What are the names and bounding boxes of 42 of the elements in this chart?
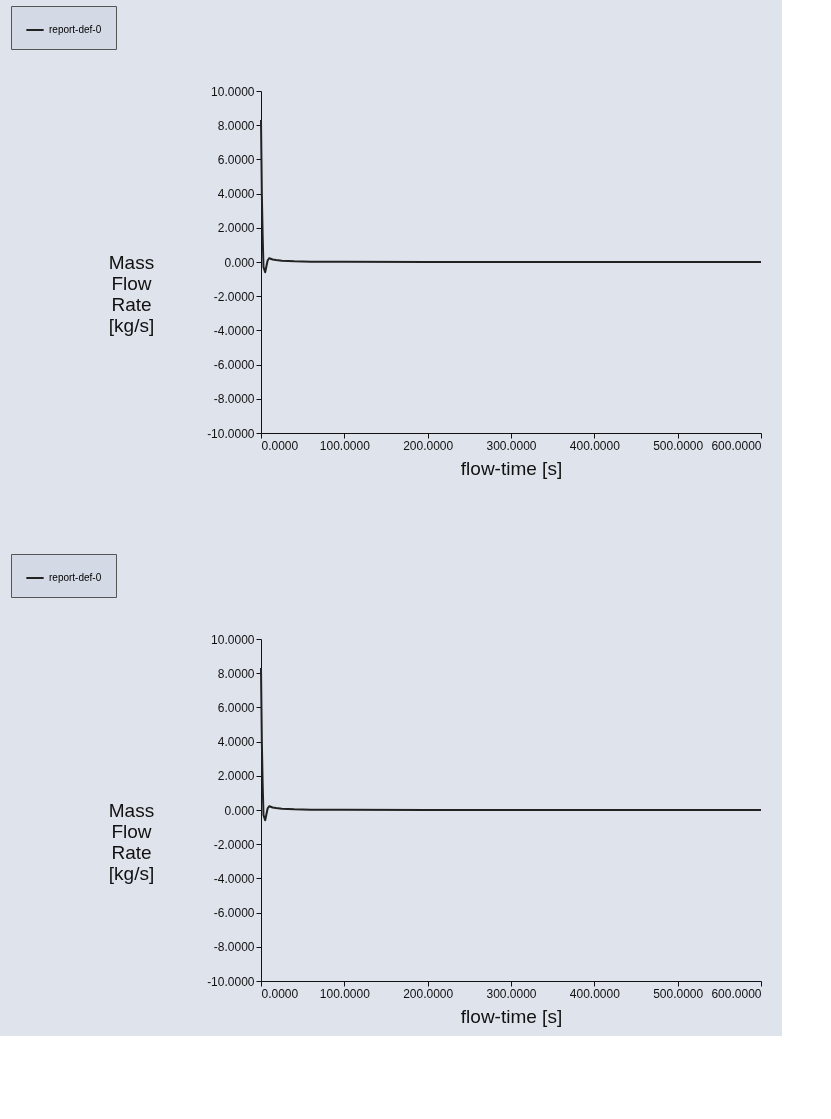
x-axis-title: flow-time [s] <box>460 1005 563 1027</box>
x-tick-label: 400.0000 <box>569 986 621 1001</box>
y-tick-label: -4.0000 <box>213 871 255 886</box>
y-tick-label: 6.0000 <box>217 152 255 167</box>
y-axis-title: Mass Flow Rate [kg/s] <box>108 251 155 336</box>
y-tick-label: 0.000 <box>224 803 255 818</box>
x-tick-label: 500.0000 <box>653 438 704 453</box>
x-tick-label: 100.0000 <box>319 986 371 1001</box>
x-tick-label: 400.0000 <box>569 438 621 453</box>
y-tick-label: 2.0000 <box>217 769 255 784</box>
x-tick-label: 0.0000 <box>261 986 299 1001</box>
y-tick-label: -10.0000 <box>207 426 255 441</box>
legend-label: report-def-0 <box>49 572 102 583</box>
y-tick-label: 10.0000 <box>211 84 255 99</box>
x-tick-label: 0.0000 <box>261 438 299 453</box>
x-tick-label: 100.0000 <box>319 438 371 453</box>
y-axis-title: Mass Flow Rate [kg/s] <box>108 799 155 884</box>
y-tick-label: 6.0000 <box>217 700 255 715</box>
y-tick-label: 0.000 <box>224 255 255 270</box>
y-tick-label: 8.0000 <box>217 118 255 133</box>
y-tick-label: -6.0000 <box>213 358 255 373</box>
x-tick-label: 600.0000 <box>711 986 762 1001</box>
y-tick-label: -8.0000 <box>213 392 255 407</box>
x-tick-label: 300.0000 <box>486 986 537 1001</box>
x-tick-label: 600.0000 <box>711 438 762 453</box>
y-tick-label: 10.0000 <box>211 632 255 647</box>
x-tick-label: 200.0000 <box>403 986 454 1001</box>
y-tick-label: -6.0000 <box>213 906 255 921</box>
x-tick-label: 500.0000 <box>653 986 704 1001</box>
x-axis-title: flow-time [s] <box>460 457 563 479</box>
x-tick-label: 300.0000 <box>486 438 537 453</box>
y-tick-label: 8.0000 <box>217 666 255 681</box>
y-tick-label: -2.0000 <box>213 289 255 304</box>
x-tick-label: 200.0000 <box>403 438 454 453</box>
y-tick-label: 4.0000 <box>217 187 255 202</box>
legend-label: report-def-0 <box>49 24 102 35</box>
y-tick-label: -2.0000 <box>213 837 255 852</box>
y-tick-label: -10.0000 <box>207 974 255 989</box>
y-tick-label: -8.0000 <box>213 940 255 955</box>
y-tick-label: -4.0000 <box>213 323 255 338</box>
y-tick-label: 2.0000 <box>217 221 255 236</box>
y-tick-label: 4.0000 <box>217 735 255 750</box>
